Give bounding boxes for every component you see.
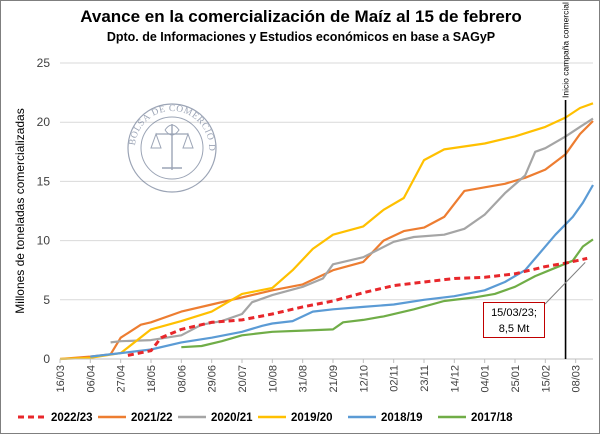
x-tick-label: 16/03 — [55, 365, 67, 393]
annotation-date: 15/03/23; — [491, 307, 537, 319]
series-line-2017-18 — [181, 238, 594, 349]
x-tick-label: 27/04 — [116, 365, 128, 393]
x-tick-label: 14/12 — [449, 365, 461, 393]
chart-title: Avance en la comercialización de Maíz al… — [80, 7, 522, 26]
x-tick-label: 15/02 — [540, 365, 552, 393]
x-tick-label: 10/08 — [267, 365, 279, 393]
legend: 2022/23 2021/22 2020/21 2019/20 2018/19 2017/… — [18, 412, 513, 424]
axes: 0 5 10 15 20 25 16/03 06/04 27/04 18/05 08/06 29/06… — [13, 2, 593, 393]
watermark-text: BOLSA DE COMERCIO DE ROSARIO — [0, 0, 216, 151]
chart-subtitle: Dpto. de Informaciones y Estudios económ… — [106, 30, 496, 44]
x-tick-label: 29/06 — [207, 365, 219, 393]
y-tick-label: 15 — [37, 174, 51, 188]
series-line-2021-22 — [59, 120, 594, 361]
y-axis-label: Millones de toneladas comercializadas — [13, 108, 27, 313]
x-tick-label: 08/03 — [571, 365, 583, 393]
annotation-value: 8,5 Mt — [498, 323, 530, 335]
legend-label: 2017/18 — [471, 412, 513, 424]
y-tick-label: 25 — [37, 56, 51, 70]
x-tick-label: 06/04 — [85, 365, 97, 393]
y-tick-label: 10 — [37, 234, 51, 248]
series-line-2022-23 — [127, 256, 588, 357]
x-tick-label: 04/01 — [480, 365, 492, 393]
x-tick-label: 31/08 — [298, 365, 310, 393]
x-tick-label: 12/10 — [358, 365, 370, 393]
annotation-callout: 15/03/23; 8,5 Mt — [483, 302, 545, 338]
x-tick-label: 25/01 — [510, 365, 522, 393]
y-tick-label: 20 — [37, 115, 51, 129]
watermark-seal: BOLSA DE COMERCIO DE ROSARIO — [0, 0, 217, 193]
y-tick-label: 0 — [43, 352, 50, 366]
legend-label: 2022/23 — [51, 412, 93, 424]
legend-label: 2020/21 — [211, 412, 253, 424]
series-lines — [59, 102, 594, 361]
campaign-start-label: Inicio campaña comercial — [561, 2, 571, 98]
svg-text:BOLSA DE COMERCIO DE ROSARIO: BOLSA DE COMERCIO DE ROSARIO — [0, 0, 216, 151]
x-tick-label: 20/07 — [237, 365, 249, 393]
legend-label: 2019/20 — [291, 412, 333, 424]
x-tick-label: 18/05 — [146, 365, 158, 393]
legend-label: 2021/22 — [131, 412, 173, 424]
series-line-2019-20 — [59, 102, 594, 361]
legend-label: 2018/19 — [381, 412, 423, 424]
x-tick-label: 21/09 — [328, 365, 340, 393]
x-tick-label: 02/11 — [389, 365, 401, 392]
callout-leader — [544, 262, 586, 305]
x-tick-label: 08/06 — [176, 365, 188, 393]
series-line-2018-19 — [90, 184, 594, 358]
y-tick-label: 5 — [43, 293, 50, 307]
x-tick-label: 23/11 — [419, 365, 431, 392]
